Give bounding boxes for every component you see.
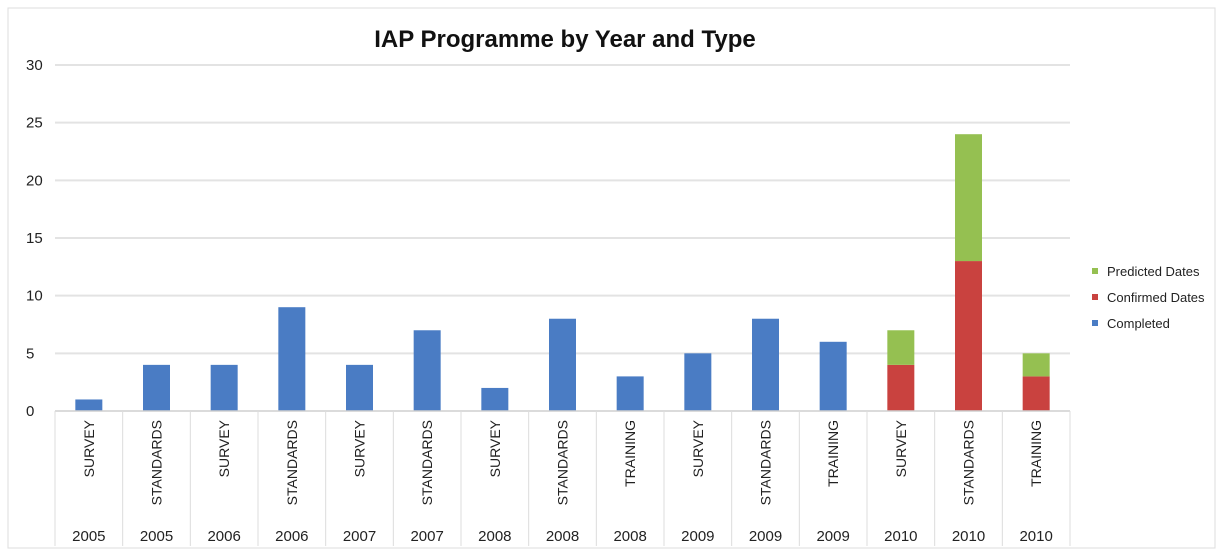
y-axis-ticks: 0 5 10 15 20 25 30	[26, 57, 43, 420]
bars	[75, 134, 1050, 411]
x-year-label: 2008	[613, 528, 646, 545]
x-year-label: 2008	[478, 528, 511, 545]
bar-completed	[481, 387, 509, 411]
legend-label: Predicted Dates	[1107, 264, 1200, 279]
x-category-label: SURVEY	[216, 419, 232, 477]
legend-label: Completed	[1107, 316, 1170, 331]
x-category-label: STANDARDS	[961, 420, 977, 505]
x-category-label: SURVEY	[352, 419, 368, 477]
bar-completed	[616, 376, 644, 411]
x-year-label: 2009	[681, 528, 714, 545]
x-category-label: STANDARDS	[419, 420, 435, 505]
x-category-label: STANDARDS	[555, 420, 571, 505]
x-year-label: 2009	[749, 528, 782, 545]
bar-confirmed-dates	[887, 364, 915, 411]
y-tick-label: 10	[26, 288, 43, 305]
legend: Predicted Dates Confirmed Dates Completed	[1092, 264, 1205, 331]
bar-completed	[549, 318, 576, 411]
bar-completed	[346, 364, 373, 411]
x-category-label: SURVEY	[690, 419, 706, 477]
x-category-label: TRAINING	[622, 420, 638, 487]
bar-predicted-dates	[1022, 353, 1050, 377]
bar-confirmed-dates	[1022, 376, 1050, 411]
bar-completed	[210, 364, 238, 411]
bar-completed	[752, 318, 779, 411]
x-year-label: 2010	[952, 528, 985, 545]
x-year-label: 2008	[546, 528, 579, 545]
chart-title: IAP Programme by Year and Type	[374, 26, 756, 53]
bar-completed	[75, 399, 103, 411]
legend-label: Confirmed Dates	[1107, 290, 1205, 305]
bar-confirmed-dates	[955, 261, 982, 411]
bar-completed	[413, 330, 441, 411]
bar-completed	[143, 364, 170, 411]
y-tick-label: 15	[26, 230, 43, 247]
x-category-label: SURVEY	[487, 419, 503, 477]
gridlines	[55, 64, 1070, 355]
bar-completed	[684, 353, 712, 411]
x-year-label: 2007	[343, 528, 376, 545]
x-year-label: 2010	[1019, 528, 1052, 545]
legend-swatch	[1092, 294, 1098, 300]
legend-swatch	[1092, 320, 1098, 326]
chart-border	[7, 7, 1216, 549]
x-category-labels: SURVEY 2005 STANDARDS 2005 SURVEY 2006 STANDAR…	[72, 419, 1053, 545]
x-year-label: 2010	[884, 528, 917, 545]
x-year-label: 2005	[72, 528, 105, 545]
y-tick-label: 20	[26, 172, 43, 189]
x-year-label: 2007	[410, 528, 443, 545]
bar-predicted-dates	[955, 134, 982, 262]
x-category-label: SURVEY	[893, 419, 909, 477]
y-tick-label: 25	[26, 115, 43, 132]
x-category-label: TRAINING	[1028, 420, 1044, 487]
y-tick-label: 0	[26, 403, 34, 420]
x-category-label: TRAINING	[825, 420, 841, 487]
y-tick-label: 5	[26, 345, 34, 362]
x-category-label: SURVEY	[81, 419, 97, 477]
x-category-label: STANDARDS	[284, 420, 300, 505]
bar-completed	[278, 307, 306, 411]
bar-completed	[819, 341, 847, 411]
y-tick-label: 30	[26, 57, 43, 74]
x-axis	[54, 410, 1071, 546]
x-year-label: 2006	[207, 528, 240, 545]
x-category-label: STANDARDS	[149, 420, 165, 505]
x-year-label: 2009	[816, 528, 849, 545]
x-category-label: STANDARDS	[758, 420, 774, 505]
x-year-label: 2005	[140, 528, 173, 545]
legend-swatch	[1092, 268, 1098, 274]
bar-predicted-dates	[887, 330, 915, 365]
x-year-label: 2006	[275, 528, 308, 545]
